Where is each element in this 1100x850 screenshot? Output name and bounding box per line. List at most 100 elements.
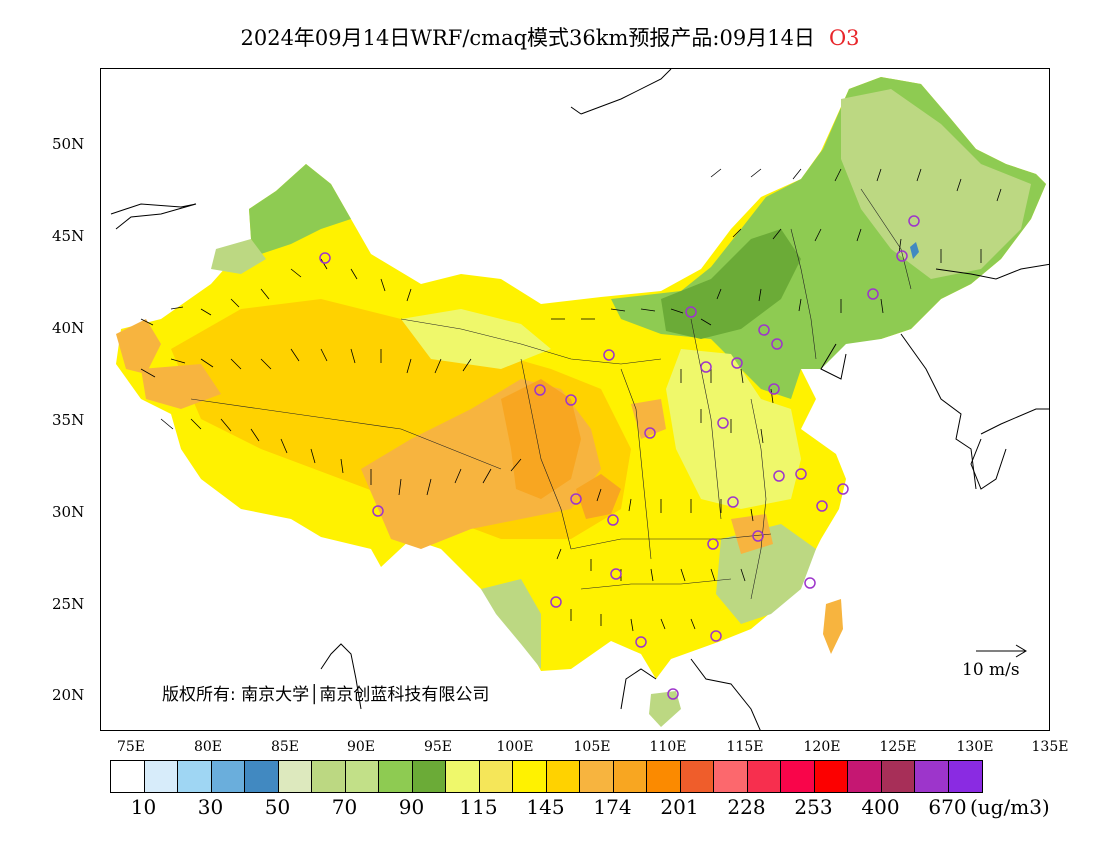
legend-swatch (379, 761, 413, 792)
legend-tick-label: 201 (660, 795, 699, 819)
lat-label: 20N (52, 686, 85, 704)
lat-label: 40N (52, 319, 85, 337)
lat-label: 25N (52, 595, 85, 613)
legend-tick-label: 30 (197, 795, 224, 819)
coastline-lines (110, 69, 1049, 730)
legend-tick-label: 70 (331, 795, 358, 819)
lon-label: 90E (346, 739, 376, 755)
legend-swatch (647, 761, 681, 792)
lon-label: 100E (496, 739, 534, 755)
north-plain-yellow (666, 349, 801, 509)
monitoring-stations (319, 215, 920, 700)
station-marker (731, 357, 743, 369)
station-marker (727, 496, 739, 508)
legend-tick-label: 115 (459, 795, 498, 819)
station-marker (773, 470, 785, 482)
vector-reference-label: 10 m/s (962, 660, 1020, 680)
map-panel[interactable] (100, 68, 1050, 731)
lon-label: 95E (423, 739, 453, 755)
station-marker (896, 250, 908, 262)
province-borders (190, 188, 912, 600)
station-marker (372, 505, 384, 517)
legend-swatch (345, 761, 379, 792)
legend-swatch (881, 761, 915, 792)
legend-tick-label: 174 (593, 795, 632, 819)
lon-label: 130E (956, 739, 994, 755)
lat-label: 35N (52, 411, 85, 429)
station-marker (795, 468, 807, 480)
station-marker (603, 349, 615, 361)
station-marker (908, 215, 920, 227)
xinjiang-north-region (249, 164, 351, 254)
south-green (481, 579, 541, 669)
station-marker (565, 394, 577, 406)
lon-label: 135E (1031, 739, 1069, 755)
station-marker (867, 288, 879, 300)
unit-label: (ug/m3) (970, 795, 1050, 819)
lon-label: 75E (116, 739, 146, 755)
station-marker (550, 596, 562, 608)
legend-swatch (948, 761, 982, 792)
legend-swatch (580, 761, 614, 792)
legend-tick-label: 10 (130, 795, 157, 819)
station-marker (758, 324, 770, 336)
legend-swatch (781, 761, 815, 792)
station-marker (610, 568, 622, 580)
pollutant-label: O3 (828, 26, 860, 50)
lon-label: 125E (879, 739, 917, 755)
legend-swatch (613, 761, 647, 792)
lon-label: 105E (573, 739, 611, 755)
legend-swatch (144, 761, 178, 792)
station-marker (635, 636, 647, 648)
lon-label: 120E (803, 739, 841, 755)
color-legend (110, 760, 983, 793)
map-title: 2024年09月14日WRF/cmaq模式36km预报产品:09月14日 O3 (0, 22, 1100, 52)
lon-label: 115E (726, 739, 764, 755)
reference-arrow (976, 644, 1027, 658)
lon-label: 85E (270, 739, 300, 755)
station-marker (768, 383, 780, 395)
station-marker (804, 577, 816, 589)
legend-swatch (848, 761, 882, 792)
wind-vector-field (140, 168, 1002, 632)
hainan-island (649, 691, 681, 727)
station-marker (667, 688, 679, 700)
station-marker (752, 530, 764, 542)
lat-label: 45N (52, 227, 85, 245)
taiwan-island (823, 599, 843, 654)
legend-swatch (211, 761, 245, 792)
station-marker (534, 384, 546, 396)
legend-swatch (312, 761, 346, 792)
legend-swatch (412, 761, 446, 792)
lon-label: 80E (193, 739, 223, 755)
lon-label: 110E (649, 739, 687, 755)
copyright-text: 版权所有: 南京大学│南京创蓝科技有限公司 (162, 685, 490, 705)
legend-swatch (278, 761, 312, 792)
legend-swatch (814, 761, 848, 792)
legend-swatch (178, 761, 212, 792)
xinjiang-orange-west (116, 319, 161, 374)
station-marker (700, 361, 712, 373)
legend-swatch (714, 761, 748, 792)
legend-swatch (245, 761, 279, 792)
shanxi-orange (631, 399, 666, 439)
legend-tick-label: 90 (398, 795, 425, 819)
station-marker (570, 493, 582, 505)
legend-tick-label: 400 (861, 795, 900, 819)
station-marker (837, 483, 849, 495)
legend-tick-label: 670 (928, 795, 967, 819)
northwest-green (211, 239, 266, 274)
station-marker (319, 252, 331, 264)
legend-swatch (747, 761, 781, 792)
legend-tick-label: 228 (727, 795, 766, 819)
title-text: 2024年09月14日WRF/cmaq模式36km预报产品:09月14日 (240, 26, 815, 50)
station-marker (707, 538, 719, 550)
station-marker (717, 417, 729, 429)
legend-swatch (111, 761, 145, 792)
station-marker (710, 630, 722, 642)
legend-swatch (446, 761, 480, 792)
station-marker (685, 306, 697, 318)
legend-tick-label: 253 (794, 795, 833, 819)
station-marker (607, 514, 619, 526)
legend-swatch (479, 761, 513, 792)
